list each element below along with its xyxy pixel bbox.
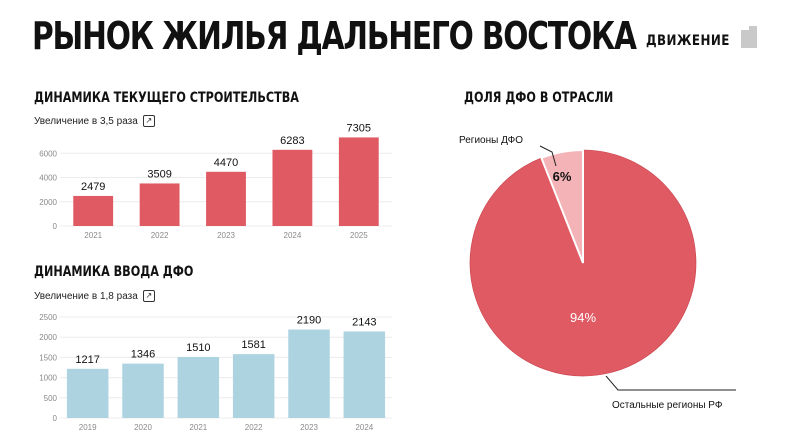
commissioning-subtitle-text: Увеличение в 1,8 раза — [34, 290, 138, 302]
commissioning-bar-chart: 0 500 1000 1500 2000 2500 1217 2019 1346 2020 1510… — [39, 313, 392, 432]
commissioning-chart-subtitle: Увеличение в 1,8 раза ↗ — [34, 290, 155, 302]
commissioning-category-label: 2021 — [189, 423, 207, 432]
pie-label-other: Остальные регионы РФ — [612, 400, 723, 411]
construction-ytick-label: 6000 — [39, 149, 57, 158]
commissioning-bar — [343, 331, 386, 418]
pie-slice-dfo — [540, 148, 584, 264]
construction-category-label: 2025 — [350, 231, 368, 240]
share-chart-title: ДОЛЯ ДФО В ОТРАСЛИ — [464, 90, 614, 106]
share-pie-chart: 6% 94% Регионы ДФО Остальные регионы РФ — [459, 135, 736, 411]
commissioning-value-label: 2143 — [352, 316, 376, 328]
construction-category-label: 2023 — [217, 231, 235, 240]
commissioning-category-label: 2023 — [300, 423, 318, 432]
construction-category-label: 2024 — [284, 231, 302, 240]
commissioning-value-label: 1217 — [75, 354, 99, 366]
commissioning-category-label: 2024 — [355, 423, 373, 432]
commissioning-value-label: 1581 — [241, 339, 265, 351]
construction-value-label: 3509 — [147, 168, 171, 180]
construction-bar — [338, 137, 379, 226]
trend-arrow-icon: ↗ — [142, 290, 155, 302]
construction-chart-title: ДИНАМИКА ТЕКУЩЕГО СТРОИТЕЛЬСТВА — [34, 90, 299, 106]
commissioning-bar — [66, 368, 109, 418]
brand-name: ДВИЖЕНИЕ — [646, 33, 730, 49]
commissioning-ytick-label: 0 — [53, 414, 58, 423]
pie-value-dfo: 6% — [553, 169, 572, 184]
construction-ytick-label: 2000 — [39, 198, 57, 207]
construction-value-label: 4470 — [214, 157, 238, 169]
commissioning-category-label: 2020 — [134, 423, 152, 432]
commissioning-ytick-label: 500 — [44, 394, 58, 403]
construction-category-label: 2022 — [151, 231, 169, 240]
commissioning-bar — [122, 363, 164, 418]
commissioning-ytick-label: 1000 — [39, 374, 57, 383]
commissioning-bar — [177, 356, 220, 418]
commissioning-value-label: 1510 — [186, 342, 210, 354]
commissioning-category-label: 2019 — [79, 423, 97, 432]
pie-value-other: 94% — [570, 310, 596, 325]
commissioning-value-label: 1346 — [131, 349, 155, 361]
trend-arrow-icon: ↗ — [142, 115, 155, 127]
construction-bar — [73, 195, 114, 226]
building-icon — [741, 26, 757, 48]
construction-bar-chart: 0 2000 4000 6000 2479 2021 3509 2022 4470 2023 628… — [39, 122, 392, 240]
construction-bar — [139, 183, 180, 226]
commissioning-ytick-label: 2500 — [39, 313, 57, 322]
construction-value-label: 7305 — [347, 122, 371, 134]
commissioning-chart-title: ДИНАМИКА ВВОДА ДФО — [34, 264, 194, 280]
pie-label-dfo: Регионы ДФО — [459, 135, 523, 146]
commissioning-category-label: 2022 — [245, 423, 263, 432]
construction-ytick-label: 0 — [53, 222, 58, 231]
leader-line-dfo — [539, 145, 557, 167]
commissioning-ytick-label: 2000 — [39, 333, 57, 342]
construction-subtitle-text: Увеличение в 3,5 раза — [34, 115, 138, 127]
construction-bar — [272, 149, 313, 226]
leader-line-other — [605, 375, 736, 391]
construction-value-label: 2479 — [81, 181, 105, 193]
commissioning-value-label: 2190 — [297, 315, 321, 327]
construction-category-label: 2021 — [84, 231, 102, 240]
commissioning-bar — [288, 329, 330, 418]
page-title: РЫНОК ЖИЛЬЯ ДАЛЬНЕГО ВОСТОКА — [32, 14, 637, 58]
commissioning-bar — [232, 354, 275, 418]
commissioning-ytick-label: 1500 — [39, 353, 57, 362]
construction-ytick-label: 4000 — [39, 174, 57, 183]
construction-value-label: 6283 — [280, 135, 304, 147]
construction-bar — [206, 171, 246, 226]
construction-chart-subtitle: Увеличение в 3,5 раза ↗ — [34, 115, 155, 127]
